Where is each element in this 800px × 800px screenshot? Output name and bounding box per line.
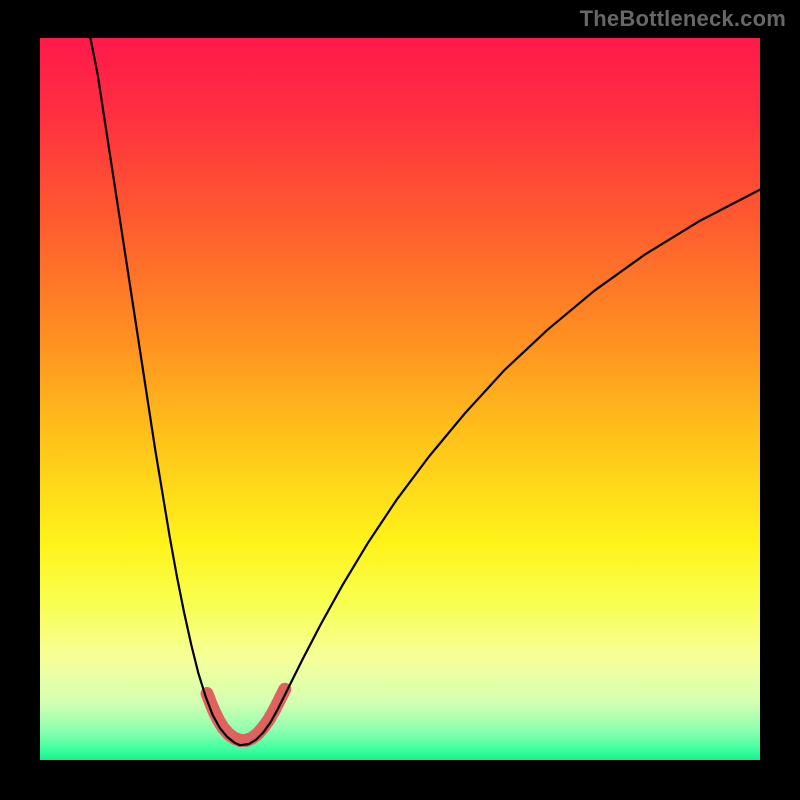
watermark-text: TheBottleneck.com <box>580 6 786 32</box>
chart-frame: TheBottleneck.com <box>0 0 800 800</box>
plot-area <box>40 38 760 760</box>
plot-svg <box>40 38 760 760</box>
